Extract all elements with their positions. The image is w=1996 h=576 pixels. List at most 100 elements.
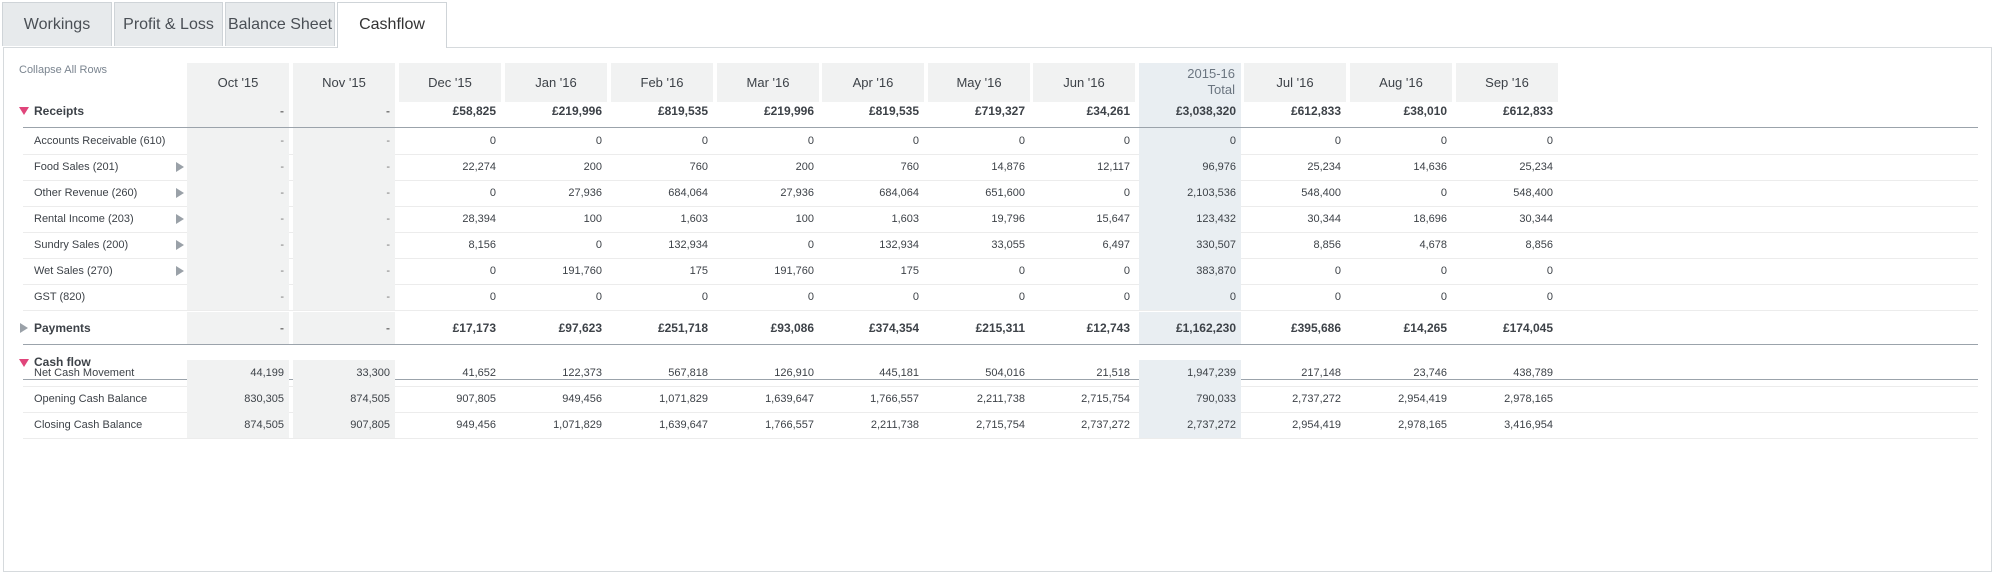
value-cell: 0 xyxy=(1440,291,1447,303)
value-cell: 15,647 xyxy=(1096,213,1130,225)
value-cell: - xyxy=(187,180,289,206)
value-cell: 2,715,754 xyxy=(1081,393,1130,405)
value-cell: 23,746 xyxy=(1413,367,1447,379)
value-cell: - xyxy=(187,312,289,344)
value-cell: 100 xyxy=(583,213,602,225)
value-cell: 548,400 xyxy=(1513,187,1553,199)
expand-row-icon[interactable] xyxy=(176,162,184,172)
expand-row-icon[interactable] xyxy=(176,240,184,250)
value-cell: - xyxy=(293,232,395,258)
value-cell: 0 xyxy=(1123,187,1130,199)
column-header: Mar '16 xyxy=(717,63,819,102)
value-cell: 41,652 xyxy=(462,367,496,379)
value-cell: 0 xyxy=(1018,291,1025,303)
value-cell: 18,696 xyxy=(1413,213,1447,225)
tab-balance-sheet[interactable]: Balance Sheet xyxy=(225,2,335,46)
value-cell: 175 xyxy=(689,265,708,277)
value-cell: 14,636 xyxy=(1413,161,1447,173)
section-label: Cash flow xyxy=(34,355,91,369)
value-cell: £374,354 xyxy=(868,321,919,335)
total-cell: 790,033 xyxy=(1139,386,1241,412)
value-cell: 6,497 xyxy=(1102,239,1130,251)
collapse-triangle-icon[interactable] xyxy=(19,359,29,367)
value-cell: 438,789 xyxy=(1513,367,1553,379)
value-cell: 12,117 xyxy=(1097,161,1130,173)
value-cell: £719,327 xyxy=(974,104,1025,118)
cashflow-row: Closing Cash Balance 874,505 907,805 949,45… xyxy=(23,412,1978,439)
value-cell: 33,300 xyxy=(293,360,395,386)
value-cell: 2,954,419 xyxy=(1292,419,1341,431)
value-cell: 760 xyxy=(689,161,708,173)
value-cell: 21,518 xyxy=(1096,367,1130,379)
section-row-cash-flow[interactable]: Cash flow xyxy=(19,346,1978,380)
value-cell: £12,743 xyxy=(1086,321,1130,335)
section-label: Payments xyxy=(34,321,91,335)
value-cell: - xyxy=(187,284,289,310)
row-label: Closing Cash Balance xyxy=(34,419,143,431)
receipt-row: Other Revenue (260) - - 0 27,936 684,064 27,93… xyxy=(23,180,1978,207)
value-cell: - xyxy=(293,312,395,344)
value-cell: 28,394 xyxy=(462,213,496,225)
value-cell: 548,400 xyxy=(1301,187,1341,199)
value-cell: - xyxy=(293,95,395,127)
value-cell: 2,737,272 xyxy=(1081,419,1130,431)
value-cell: 27,936 xyxy=(568,187,602,199)
value-cell: £38,010 xyxy=(1403,104,1447,118)
value-cell: £819,535 xyxy=(657,104,708,118)
value-cell: 1,639,647 xyxy=(765,393,814,405)
row-label: Net Cash Movement xyxy=(34,367,135,379)
expand-row-icon[interactable] xyxy=(176,188,184,198)
value-cell: - xyxy=(187,128,289,154)
value-cell: 684,064 xyxy=(668,187,708,199)
value-cell: 0 xyxy=(912,135,919,147)
value-cell: - xyxy=(187,154,289,180)
value-cell: - xyxy=(293,180,395,206)
value-cell: - xyxy=(187,232,289,258)
total-cell: 0 xyxy=(1139,284,1241,310)
value-cell: 0 xyxy=(595,239,602,251)
value-cell: 0 xyxy=(1546,291,1553,303)
value-cell: £58,825 xyxy=(452,104,496,118)
row-label: Sundry Sales (200) xyxy=(34,239,129,251)
value-cell: 1,766,557 xyxy=(870,393,919,405)
value-cell: 30,344 xyxy=(1519,213,1553,225)
section-row-payments[interactable]: Payments - - £17,173 £97,623 £251,718 £93,086 £… xyxy=(20,312,1978,345)
tab-workings[interactable]: Workings xyxy=(2,2,112,46)
column-header-total-label: Total xyxy=(1207,82,1235,97)
row-label: Wet Sales (270) xyxy=(34,265,113,277)
value-cell: 2,211,738 xyxy=(870,419,919,431)
column-header-year: 2015-16 xyxy=(1187,66,1235,81)
value-cell: 907,805 xyxy=(456,393,496,405)
total-cell: 330,507 xyxy=(1139,232,1241,258)
value-cell: 0 xyxy=(1018,265,1025,277)
value-cell: - xyxy=(293,284,395,310)
value-cell: 1,071,829 xyxy=(659,393,708,405)
total-cell: 1,947,239 xyxy=(1139,360,1241,386)
value-cell: 0 xyxy=(489,187,496,199)
tab-cashflow[interactable]: Cashflow xyxy=(337,2,447,48)
expand-triangle-icon[interactable] xyxy=(20,323,28,333)
total-cell: 2,103,536 xyxy=(1139,180,1241,206)
row-label: Rental Income (203) xyxy=(34,213,134,225)
value-cell: £14,265 xyxy=(1403,321,1447,335)
value-cell: 0 xyxy=(1440,187,1447,199)
expand-row-icon[interactable] xyxy=(176,266,184,276)
value-cell: 684,064 xyxy=(879,187,919,199)
section-label: Receipts xyxy=(34,104,85,118)
expand-row-icon[interactable] xyxy=(176,214,184,224)
column-header: Jun '16 xyxy=(1033,63,1135,102)
value-cell: 44,199 xyxy=(187,360,289,386)
value-cell: 0 xyxy=(912,291,919,303)
section-row-receipts[interactable]: Receipts - - £58,825 £219,996 £819,535 £219,99… xyxy=(19,95,1978,128)
value-cell: 874,505 xyxy=(187,412,289,438)
value-cell: 2,211,738 xyxy=(976,393,1025,405)
collapse-triangle-icon[interactable] xyxy=(19,107,29,115)
value-cell: 0 xyxy=(1440,265,1447,277)
value-cell: - xyxy=(293,128,395,154)
tab-profit-loss[interactable]: Profit & Loss xyxy=(114,2,223,46)
value-cell: 126,910 xyxy=(774,367,814,379)
value-cell: 1,766,557 xyxy=(765,419,814,431)
collapse-all-rows-link[interactable]: Collapse All Rows xyxy=(19,64,108,76)
value-cell: 949,456 xyxy=(562,393,602,405)
value-cell: 0 xyxy=(1123,291,1130,303)
